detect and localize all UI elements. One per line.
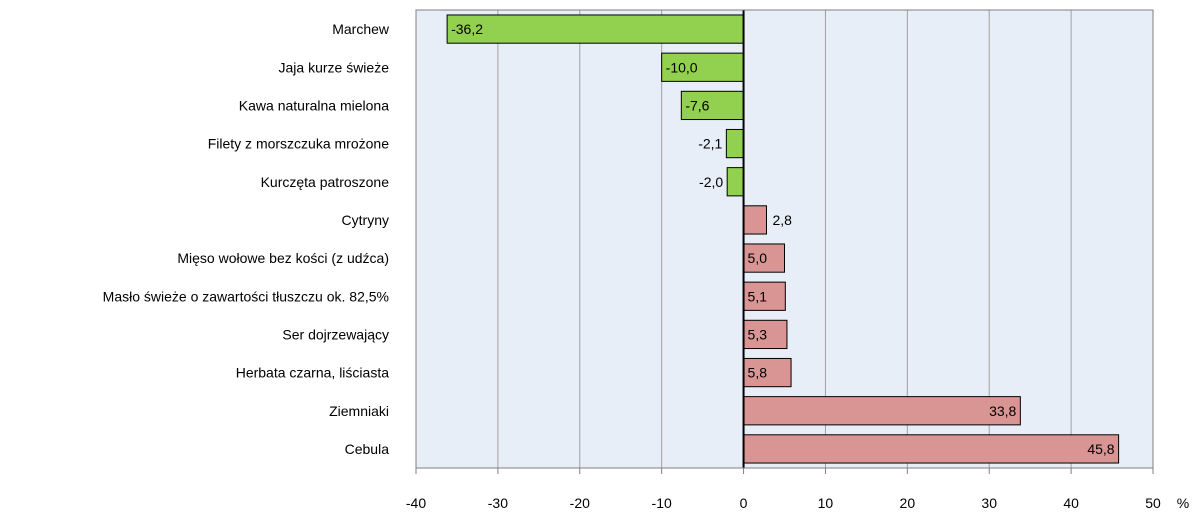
x-tick-label: 0 [740,495,748,511]
x-tick-label: -20 [570,495,590,511]
bar [743,281,786,311]
x-tick-label: -10 [652,495,672,511]
bar [680,90,745,121]
data-label: 45,8 [1087,441,1114,457]
category-label: Ziemniaki [329,403,389,419]
x-tick-label: 40 [1063,495,1079,511]
bar [743,319,788,350]
category-label: Masło świeże o zawartości tłuszczu ok. 8… [103,288,389,304]
x-tick-label: 50 [1145,495,1161,511]
data-label: 5,0 [748,250,768,266]
x-tick-label: 30 [981,495,997,511]
category-label: Filety z morszczuka mrożone [208,136,389,152]
bar [725,128,745,159]
x-tick-label: -40 [406,495,426,511]
data-label: -7,6 [685,97,709,113]
category-label: Kawa naturalna mielona [239,97,389,113]
category-labels: Marchew Jaja kurze świeże Kawa naturalna m… [103,21,390,457]
bars [446,14,1120,464]
bar [743,205,767,235]
x-tick-label: 20 [900,495,916,511]
data-label: -2,1 [698,136,722,152]
unit-label: % [1177,495,1189,511]
x-axis-tick-labels: -40 -30 -20 -10 0 10 20 30 40 50 [406,495,1161,511]
bar [743,243,785,273]
data-label: 2,8 [772,212,792,228]
gridlines [497,10,1072,468]
data-label: 5,3 [748,326,768,342]
bar [661,52,745,82]
category-label: Jaja kurze świeże [279,59,390,75]
category-label: Kurczęta patroszone [261,174,390,190]
x-tick-label: 10 [818,495,834,511]
bar [446,14,745,44]
data-label: -36,2 [451,21,483,37]
data-labels: -36,2 -10,0 -7,6 -2,1 -2,0 2,8 5,0 5,1 5,3 5,8 33,… [451,21,1115,457]
data-label: 5,8 [748,365,768,381]
x-axis-ticks [415,468,1154,474]
data-label: 33,8 [989,403,1016,419]
data-label: -2,0 [699,174,723,190]
category-label: Mięso wołowe bez kości (z udźca) [177,250,389,266]
x-tick-label: -30 [488,495,508,511]
bar [726,167,745,197]
bar [743,434,1120,464]
plot-border [415,9,1154,469]
category-label: Cytryny [342,212,389,228]
data-label: 5,1 [748,288,768,304]
category-label: Herbata czarna, liściasta [236,365,390,381]
bar [743,357,792,388]
category-label: Marchew [332,21,390,37]
data-label: -10,0 [666,59,698,75]
plot-area [416,10,1153,468]
category-label: Ser dojrzewający [282,326,389,342]
category-label: Cebula [345,441,390,457]
bar [743,396,1021,426]
